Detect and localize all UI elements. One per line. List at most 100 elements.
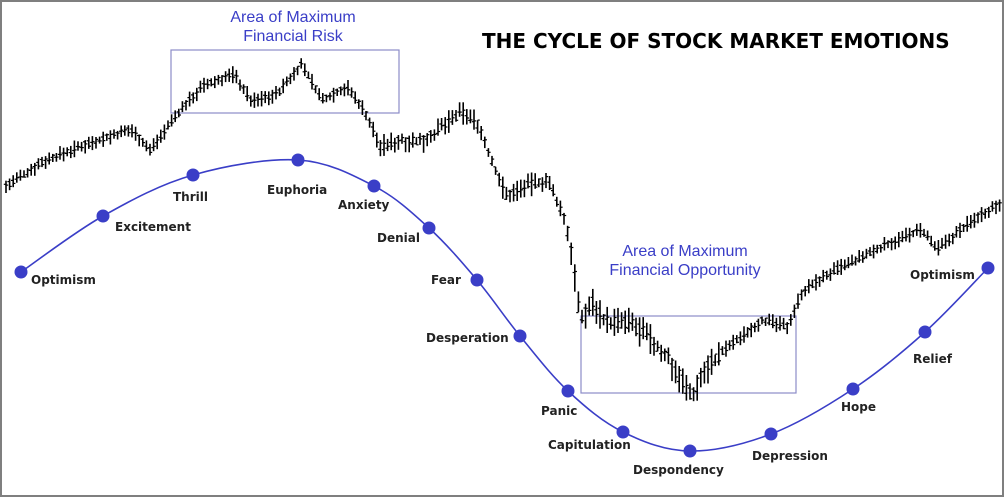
price-bar bbox=[277, 87, 282, 96]
price-bar bbox=[849, 254, 855, 266]
price-bar bbox=[767, 313, 772, 326]
risk-annotation-line-1: Area of Maximum bbox=[230, 9, 355, 26]
price-bar bbox=[774, 317, 779, 333]
price-bar bbox=[896, 232, 901, 248]
price-bar bbox=[227, 68, 232, 82]
price-bar bbox=[986, 206, 991, 218]
price-bar bbox=[432, 129, 437, 141]
price-bar bbox=[637, 317, 642, 347]
price-bar bbox=[439, 118, 444, 131]
price-bar bbox=[918, 223, 923, 238]
price-bar bbox=[25, 168, 30, 178]
price-bar bbox=[212, 76, 217, 89]
price-bar bbox=[385, 138, 390, 152]
price-bar bbox=[587, 296, 592, 316]
price-bar bbox=[979, 207, 984, 223]
price-bar bbox=[756, 318, 761, 332]
price-bar bbox=[731, 334, 736, 350]
price-bar bbox=[86, 136, 91, 149]
stage-marker-thrill bbox=[186, 168, 200, 182]
price-bar bbox=[972, 212, 977, 228]
price-bar bbox=[266, 91, 271, 106]
stage-marker-excitement bbox=[96, 209, 110, 223]
price-bar bbox=[867, 247, 873, 257]
stage-label-desperation: Desperation bbox=[426, 331, 509, 345]
stage-label-panic: Panic bbox=[541, 404, 577, 418]
price-bar bbox=[673, 360, 678, 384]
price-bar bbox=[525, 173, 531, 189]
price-bar bbox=[324, 94, 329, 103]
price-bar bbox=[961, 224, 966, 232]
price-bar bbox=[3, 180, 9, 193]
price-bar bbox=[734, 335, 739, 344]
price-bar bbox=[482, 136, 487, 149]
price-bar bbox=[889, 238, 894, 251]
price-bar bbox=[306, 71, 311, 80]
risk-area-box bbox=[170, 49, 400, 114]
price-bar bbox=[601, 314, 606, 326]
price-bar bbox=[317, 88, 322, 101]
price-bar bbox=[443, 117, 448, 135]
price-bar bbox=[165, 120, 171, 130]
price-bar bbox=[11, 175, 16, 188]
price-bar bbox=[335, 88, 340, 96]
price-bar bbox=[479, 126, 484, 141]
stage-marker-euphoria bbox=[291, 153, 305, 167]
chart-title: THE CYCLE OF STOCK MARKET EMOTIONS bbox=[482, 29, 950, 53]
price-bar bbox=[345, 80, 351, 96]
price-bar bbox=[349, 87, 354, 98]
price-bar bbox=[119, 125, 124, 138]
opportunity-annotation-line-1: Area of Maximum bbox=[622, 243, 747, 260]
price-bar bbox=[939, 237, 945, 249]
price-bar bbox=[320, 93, 325, 104]
stage-label-capitulation: Capitulation bbox=[548, 438, 631, 452]
price-bar bbox=[144, 140, 149, 152]
price-bar bbox=[716, 342, 721, 366]
price-bar bbox=[612, 308, 617, 336]
price-bar bbox=[533, 173, 538, 189]
stage-labels: Optimism Excitement Thrill Euphoria Anxiety D… bbox=[31, 183, 975, 477]
price-bar bbox=[68, 145, 73, 159]
price-bar bbox=[288, 73, 293, 85]
price-bar bbox=[507, 189, 513, 203]
price-bar bbox=[907, 227, 912, 243]
price-bar bbox=[709, 348, 714, 375]
price-bar bbox=[957, 222, 963, 238]
price-bar bbox=[738, 331, 743, 346]
stage-marker-optimism bbox=[14, 265, 28, 279]
price-bar bbox=[36, 158, 41, 170]
price-bar bbox=[914, 223, 919, 236]
price-bar bbox=[205, 78, 210, 90]
price-bar bbox=[677, 366, 682, 393]
price-bar bbox=[342, 83, 347, 97]
price-bar bbox=[727, 340, 732, 351]
stage-label-fear: Fear bbox=[431, 273, 461, 287]
price-bar bbox=[788, 314, 793, 326]
price-bar bbox=[471, 109, 477, 130]
price-bar bbox=[493, 166, 498, 175]
price-bar bbox=[576, 291, 581, 314]
price-bar bbox=[810, 279, 815, 289]
price-bar bbox=[201, 77, 207, 93]
price-bar bbox=[651, 336, 657, 356]
price-bar bbox=[875, 244, 880, 254]
price-bar bbox=[608, 317, 613, 330]
price-bar bbox=[140, 137, 145, 147]
price-bar bbox=[273, 86, 279, 100]
price-bar bbox=[461, 102, 466, 125]
price-bar bbox=[759, 316, 765, 325]
stage-label-relief: Relief bbox=[913, 352, 953, 366]
price-bar bbox=[425, 133, 430, 147]
price-bar bbox=[7, 178, 12, 191]
price-bar bbox=[623, 310, 628, 334]
price-bar bbox=[821, 269, 826, 283]
price-bar bbox=[191, 92, 196, 104]
price-bar bbox=[882, 237, 887, 251]
price-bar bbox=[47, 152, 52, 165]
price-bar bbox=[21, 170, 27, 178]
price-bar bbox=[468, 109, 473, 124]
price-bar bbox=[835, 260, 840, 275]
price-bar bbox=[83, 140, 88, 154]
price-bar bbox=[839, 258, 844, 275]
price-bar bbox=[284, 76, 289, 87]
